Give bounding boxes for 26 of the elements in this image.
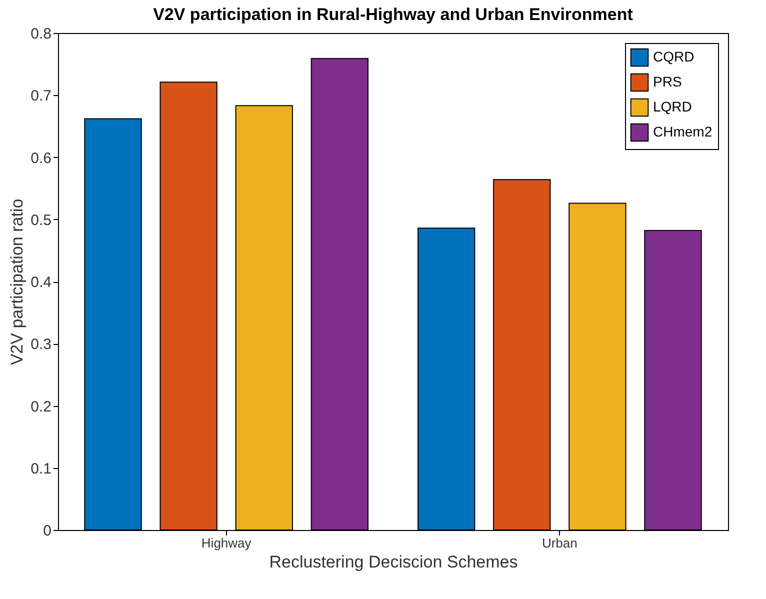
bar (418, 228, 476, 530)
y-tick-label: 0.7 (30, 88, 52, 105)
bar (310, 58, 368, 530)
y-tick-label: 0.5 (30, 212, 52, 229)
y-tick-label: 0.6 (30, 150, 52, 167)
bar (493, 179, 551, 530)
x-axis-title: Reclustering Deciscion Schemes (269, 552, 518, 572)
y-tick-label: 0.4 (30, 274, 52, 291)
chart-title: V2V participation in Rural-Highway and Urban Environment (153, 5, 634, 24)
legend-label: CHmem2 (653, 124, 712, 140)
legend-label: LQRD (653, 98, 692, 114)
y-tick-label: 0.2 (30, 398, 52, 416)
bar (160, 82, 218, 530)
y-tick-label: 0.3 (30, 336, 52, 354)
bar (568, 202, 626, 530)
bar (235, 105, 293, 530)
y-tick-label: 0.8 (30, 26, 52, 42)
y-tick-label: 0.1 (30, 460, 52, 478)
x-tick-label: Highway (201, 536, 252, 550)
bar (84, 118, 142, 530)
legend-label: PRS (653, 74, 682, 90)
y-axis-title: V2V participation ratio (8, 198, 27, 366)
legend-label: CQRD (653, 48, 694, 64)
x-tick-label: Urban (542, 536, 578, 550)
y-tick-label: 0 (43, 522, 52, 540)
bar (644, 230, 702, 530)
